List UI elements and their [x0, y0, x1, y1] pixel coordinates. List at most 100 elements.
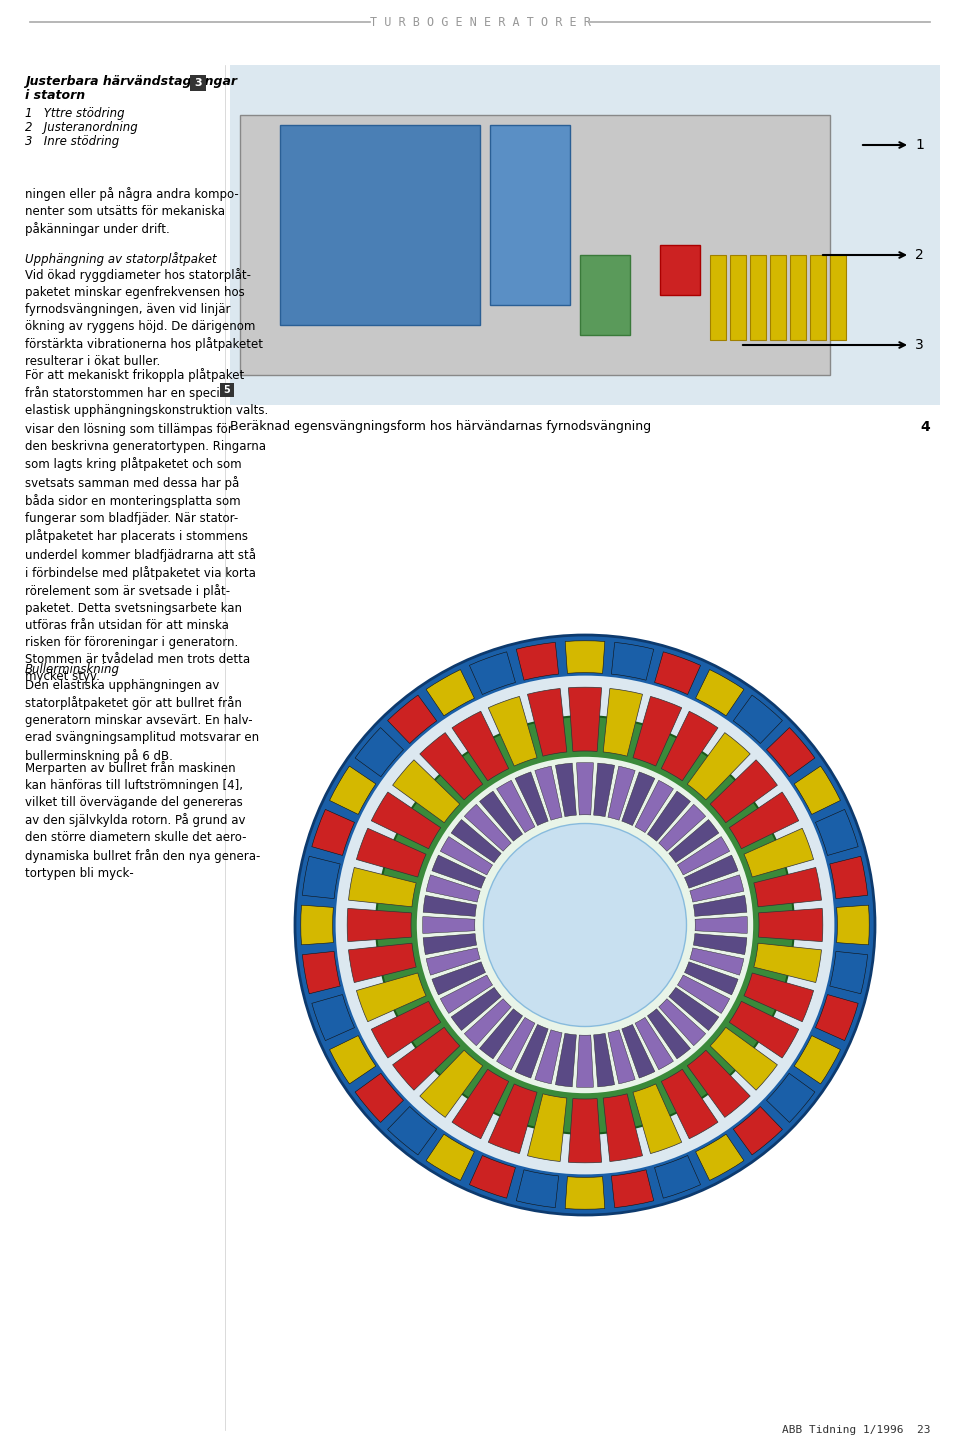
- Wedge shape: [678, 975, 730, 1013]
- Wedge shape: [452, 1069, 509, 1139]
- Wedge shape: [659, 805, 706, 851]
- Text: Den elastiska upphängningen av
statorplåtpaketet gör att bullret från
generatorn: Den elastiska upphängningen av statorplå…: [25, 679, 259, 763]
- Bar: [490, 125, 570, 305]
- Wedge shape: [568, 1098, 602, 1162]
- Bar: [230, 65, 940, 405]
- Wedge shape: [659, 998, 706, 1046]
- Wedge shape: [480, 792, 522, 841]
- Wedge shape: [684, 854, 738, 888]
- Wedge shape: [393, 1027, 460, 1090]
- Wedge shape: [794, 1036, 840, 1084]
- Wedge shape: [758, 908, 823, 942]
- Wedge shape: [661, 1069, 718, 1139]
- Wedge shape: [355, 1074, 403, 1122]
- Wedge shape: [690, 875, 744, 902]
- Wedge shape: [556, 763, 576, 817]
- Wedge shape: [393, 760, 460, 822]
- Wedge shape: [516, 1170, 559, 1207]
- Bar: [580, 254, 630, 336]
- Wedge shape: [669, 988, 719, 1030]
- Text: ningen eller på några andra kompo-
nenter som utsätts för mekaniska
påkänningar : ningen eller på några andra kompo- nente…: [25, 187, 239, 237]
- Wedge shape: [496, 1017, 535, 1069]
- Wedge shape: [684, 962, 738, 995]
- Wedge shape: [633, 696, 682, 766]
- Wedge shape: [696, 670, 744, 716]
- Wedge shape: [535, 766, 563, 819]
- Wedge shape: [603, 1094, 642, 1161]
- Text: Beräknad egensvängningsform hos härvändarnas fyrnodsvängning: Beräknad egensvängningsform hos härvända…: [230, 420, 651, 433]
- Wedge shape: [372, 1001, 441, 1058]
- Circle shape: [417, 757, 754, 1093]
- Wedge shape: [489, 696, 537, 766]
- Bar: [240, 115, 830, 375]
- Wedge shape: [348, 943, 417, 982]
- Wedge shape: [423, 895, 477, 917]
- Wedge shape: [829, 952, 868, 994]
- Wedge shape: [655, 1155, 701, 1199]
- Wedge shape: [687, 732, 750, 799]
- Wedge shape: [441, 975, 492, 1013]
- Wedge shape: [568, 687, 602, 751]
- Wedge shape: [420, 1051, 483, 1117]
- Wedge shape: [815, 994, 858, 1040]
- Wedge shape: [608, 1030, 636, 1084]
- Text: i statorn: i statorn: [25, 89, 85, 102]
- Wedge shape: [469, 652, 516, 695]
- Bar: [830, 254, 846, 340]
- Text: För att mekaniskt frikoppla plåtpaket
från statorstommen har en speciell
elastis: För att mekaniskt frikoppla plåtpaket fr…: [25, 368, 268, 417]
- Wedge shape: [480, 1008, 522, 1059]
- Wedge shape: [516, 772, 548, 825]
- Wedge shape: [300, 905, 333, 944]
- Bar: [190, 76, 206, 92]
- Wedge shape: [733, 1107, 782, 1155]
- Wedge shape: [329, 766, 375, 814]
- Text: 3: 3: [194, 78, 202, 89]
- Text: T U R B O G E N E R A T O R E R: T U R B O G E N E R A T O R E R: [370, 16, 590, 29]
- Bar: [280, 125, 480, 325]
- Wedge shape: [302, 856, 340, 898]
- Circle shape: [336, 676, 834, 1174]
- Wedge shape: [669, 819, 719, 863]
- Wedge shape: [423, 934, 477, 955]
- Wedge shape: [655, 652, 701, 695]
- Wedge shape: [612, 1170, 654, 1207]
- Wedge shape: [622, 772, 655, 825]
- Wedge shape: [516, 642, 559, 680]
- Wedge shape: [527, 1094, 566, 1161]
- Bar: [710, 254, 726, 340]
- Text: ABB Tidning 1/1996  23: ABB Tidning 1/1996 23: [781, 1425, 930, 1436]
- Wedge shape: [441, 837, 492, 875]
- Text: visar den lösning som tillämpas för
den beskrivna generatortypen. Ringarna
som l: visar den lösning som tillämpas för den …: [25, 423, 266, 683]
- Wedge shape: [489, 1084, 537, 1154]
- Wedge shape: [829, 856, 868, 898]
- Text: 3: 3: [915, 339, 924, 352]
- Wedge shape: [565, 641, 605, 673]
- Wedge shape: [452, 712, 509, 780]
- Wedge shape: [754, 943, 822, 982]
- Wedge shape: [426, 875, 480, 902]
- Wedge shape: [426, 1135, 474, 1180]
- Bar: [660, 246, 700, 295]
- Wedge shape: [348, 867, 417, 907]
- Wedge shape: [348, 908, 412, 942]
- Wedge shape: [710, 1027, 778, 1090]
- Wedge shape: [516, 1024, 548, 1078]
- Text: 4: 4: [921, 420, 930, 434]
- Wedge shape: [633, 1084, 682, 1154]
- Wedge shape: [312, 994, 354, 1040]
- Bar: [220, 384, 234, 397]
- Wedge shape: [603, 689, 642, 756]
- Wedge shape: [451, 988, 501, 1030]
- Wedge shape: [535, 1030, 563, 1084]
- Wedge shape: [388, 1107, 437, 1155]
- Wedge shape: [593, 763, 614, 817]
- Wedge shape: [690, 947, 744, 975]
- Wedge shape: [635, 780, 674, 833]
- Wedge shape: [329, 1036, 375, 1084]
- Wedge shape: [754, 867, 822, 907]
- Wedge shape: [422, 917, 475, 933]
- Text: 5: 5: [224, 385, 230, 395]
- Wedge shape: [733, 695, 782, 744]
- Wedge shape: [696, 1135, 744, 1180]
- Text: 2: 2: [915, 248, 924, 262]
